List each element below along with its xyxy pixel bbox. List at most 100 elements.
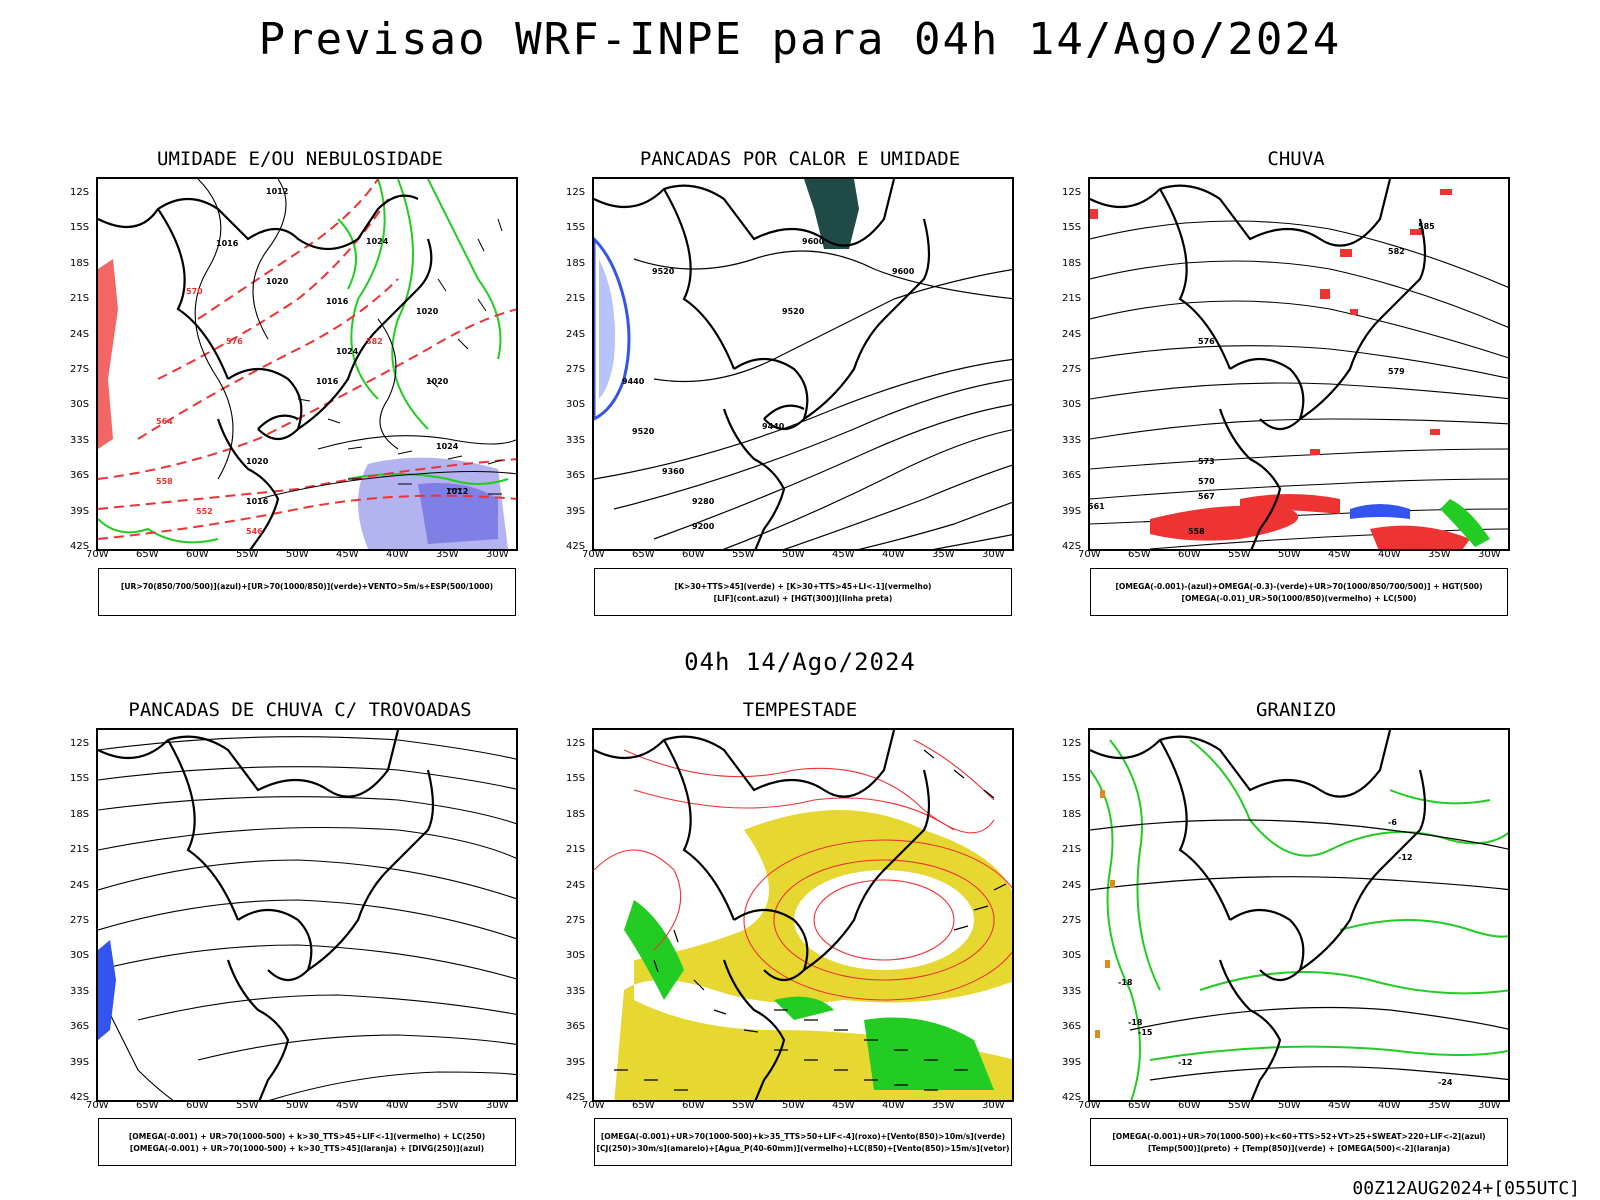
- black-wind-vectors: [614, 749, 1007, 1091]
- contour-value-label: -12: [1178, 1058, 1193, 1067]
- lon-tick-label: 70W: [1078, 1100, 1101, 1111]
- lat-tick-label: 15S: [566, 773, 586, 785]
- contour-value-label: 9360: [662, 467, 685, 476]
- lat-tick-label: 30S: [70, 399, 90, 411]
- lon-tick-label: 35W: [436, 1100, 459, 1111]
- lat-tick-label: 24S: [566, 879, 586, 891]
- lat-tick-label: 27S: [566, 915, 586, 926]
- lon-tick-label: 70W: [1078, 549, 1101, 560]
- map-pancadas-calor: [592, 177, 1014, 551]
- lon-tick-label: 65W: [1128, 549, 1151, 560]
- lat-tick-label: 27S: [566, 364, 586, 375]
- contour-value-label: 9440: [762, 422, 785, 431]
- contour-value-label: 1016: [326, 297, 349, 306]
- red-west-andes: [98, 259, 118, 449]
- lat-tick-label: 12S: [566, 738, 586, 749]
- legend-pancadas-calor: [K>30+TTS>45](verde) + [K>30+TTS>45+LI<-…: [594, 568, 1012, 616]
- panel-title-pancadas-trovoadas: PANCADAS DE CHUVA C/ TROVOADAS: [128, 699, 472, 721]
- green-wind-area-3: [774, 996, 834, 1020]
- red-rain-band-3: [1370, 525, 1470, 549]
- lat-tick-label: 39S: [1062, 1056, 1082, 1068]
- lat-tick-label: 24S: [70, 328, 90, 340]
- blue-lif-area-2: [599, 259, 615, 399]
- contour-value-label: 1012: [446, 487, 469, 496]
- legend-line-1: [OMEGA(-0.001)+UR>70(1000-500)+k>35_TTS>…: [600, 1132, 1006, 1141]
- lat-tick-label: 36S: [1062, 470, 1082, 482]
- lat-tick-label: 33S: [70, 985, 90, 997]
- subtitle: 04h 14/Ago/2024: [684, 648, 916, 676]
- contour-value-label: 573: [1198, 457, 1215, 466]
- contour-value-label: 579: [1388, 367, 1405, 376]
- country-borders: [98, 730, 435, 1100]
- lat-tick-label: 18S: [70, 257, 90, 269]
- map-chuva: [1088, 177, 1510, 551]
- blue-lif-area: [594, 236, 631, 421]
- lon-tick-label: 50W: [286, 549, 309, 560]
- contour-value-label: 1024: [436, 442, 459, 451]
- lat-tick-label: 39S: [566, 1056, 586, 1068]
- lat-tick-label: 15S: [1062, 222, 1082, 234]
- panel-title-pancadas-calor: PANCADAS POR CALOR E UMIDADE: [639, 148, 961, 170]
- legend-line-1: [UR>70(850/700/500)](azul)+[UR>70(1000/8…: [120, 582, 494, 591]
- lon-tick-label: 70W: [86, 1100, 109, 1111]
- map-pancadas-trovoadas: [96, 728, 518, 1102]
- contour-value-label: 582: [366, 337, 383, 346]
- map-chuva-svg: [1090, 179, 1508, 549]
- lat-tick-label: 42S: [1062, 541, 1082, 552]
- lat-tick-label: 18S: [1062, 808, 1082, 820]
- footer-timestamp: 00Z12AUG2024+[055UTC]: [1352, 1178, 1580, 1199]
- lon-tick-label: 55W: [236, 549, 259, 560]
- lon-tick-label: 40W: [882, 549, 905, 560]
- lat-tick-label: 42S: [1062, 1092, 1082, 1103]
- legend-pancadas-trovoadas: [OMEGA(-0.001) + UR>70(1000-500) + k>30_…: [98, 1118, 516, 1166]
- country-borders: [1090, 730, 1427, 1100]
- lat-tick-label: 39S: [566, 505, 586, 517]
- lat-tick-label: 21S: [1062, 293, 1082, 305]
- main-title: Previsao WRF-INPE para 04h 14/Ago/2024: [258, 14, 1342, 65]
- white-core: [794, 870, 974, 970]
- orange-omega: [1095, 790, 1115, 1038]
- lon-tick-label: 50W: [1278, 1100, 1301, 1111]
- contour-value-label: 1012: [266, 187, 289, 196]
- lat-tick-label: 30S: [1062, 399, 1082, 411]
- lat-tick-label: 21S: [1062, 844, 1082, 856]
- blue-rain-band: [1350, 504, 1410, 519]
- lat-tick-label: 36S: [1062, 1021, 1082, 1033]
- contour-value-label: 570: [1198, 477, 1215, 486]
- contour-value-label: 1024: [366, 237, 389, 246]
- lat-tick-label: 33S: [70, 434, 90, 446]
- panel-title-chuva: CHUVA: [1267, 148, 1325, 170]
- lat-tick-label: 12S: [70, 187, 90, 198]
- lat-tick-label: 18S: [566, 257, 586, 269]
- contour-value-label: 567: [1198, 492, 1215, 501]
- lon-tick-label: 50W: [286, 1100, 309, 1111]
- lat-tick-label: 24S: [566, 328, 586, 340]
- contour-value-label: 9520: [652, 267, 675, 276]
- black-temp500: [1090, 819, 1508, 1081]
- panel-title-umidade: UMIDADE E/OU NEBULOSIDADE: [157, 148, 443, 170]
- contour-value-label: 576: [1198, 337, 1215, 346]
- lon-tick-label: 45W: [832, 1100, 855, 1111]
- lat-tick-label: 24S: [1062, 328, 1082, 340]
- map-tempestade-svg: [594, 730, 1012, 1100]
- lat-tick-label: 24S: [1062, 879, 1082, 891]
- panel-title-tempestade: TEMPESTADE: [742, 699, 858, 721]
- lat-tick-label: 21S: [70, 293, 90, 305]
- lon-tick-label: 50W: [782, 549, 805, 560]
- lat-tick-label: 12S: [70, 738, 90, 749]
- country-borders: [594, 730, 931, 1100]
- panel-title-granizo: GRANIZO: [1255, 699, 1337, 721]
- lon-tick-label: 70W: [582, 549, 605, 560]
- legend-line-1: [K>30+TTS>45](verde) + [K>30+TTS>45+LI<-…: [674, 582, 932, 591]
- lon-tick-label: 45W: [336, 1100, 359, 1111]
- lon-tick-label: 60W: [186, 1100, 209, 1111]
- contour-value-label: 558: [1188, 527, 1205, 536]
- lat-tick-label: 15S: [566, 222, 586, 234]
- lat-tick-label: 33S: [566, 434, 586, 446]
- lat-tick-label: 33S: [566, 985, 586, 997]
- lon-tick-label: 30W: [982, 1100, 1005, 1111]
- lat-tick-label: 33S: [1062, 985, 1082, 997]
- lat-tick-label: 42S: [566, 1092, 586, 1103]
- legend-chuva: [OMEGA(-0.001)-(azul)+OMEGA(-0.3)-(verde…: [1090, 568, 1508, 616]
- contour-value-label: 1020: [426, 377, 449, 386]
